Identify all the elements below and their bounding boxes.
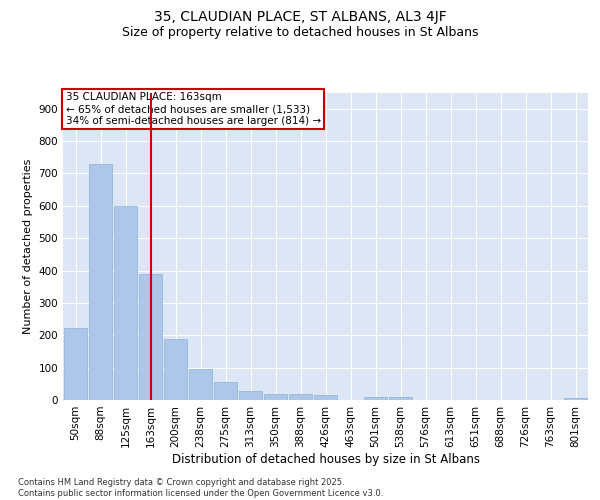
Bar (289, 394, 312, 400)
Bar (389, 397, 412, 400)
Bar (114, 206, 137, 400)
Bar (214, 382, 237, 400)
Bar (64, 328, 87, 400)
Bar (89, 164, 112, 400)
Bar (239, 391, 262, 400)
Text: Contains HM Land Registry data © Crown copyright and database right 2025.
Contai: Contains HM Land Registry data © Crown c… (18, 478, 383, 498)
X-axis label: Distribution of detached houses by size in St Albans: Distribution of detached houses by size … (172, 452, 479, 466)
Y-axis label: Number of detached properties: Number of detached properties (23, 158, 33, 334)
Bar (189, 368, 212, 400)
Bar (164, 338, 187, 400)
Text: 35 CLAUDIAN PLACE: 163sqm
← 65% of detached houses are smaller (1,533)
34% of se: 35 CLAUDIAN PLACE: 163sqm ← 65% of detac… (65, 92, 321, 126)
Text: 35, CLAUDIAN PLACE, ST ALBANS, AL3 4JF: 35, CLAUDIAN PLACE, ST ALBANS, AL3 4JF (154, 10, 446, 24)
Bar (139, 274, 162, 400)
Bar (314, 395, 337, 400)
Bar (364, 397, 387, 400)
Text: Size of property relative to detached houses in St Albans: Size of property relative to detached ho… (122, 26, 478, 39)
Bar (264, 394, 287, 400)
Bar (564, 398, 587, 400)
